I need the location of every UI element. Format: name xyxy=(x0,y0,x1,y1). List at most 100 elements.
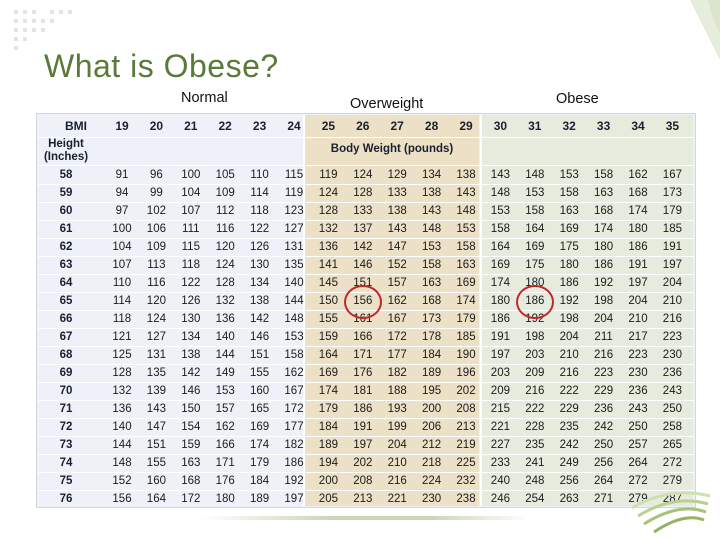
row-divider xyxy=(38,274,694,275)
weight-cell: 265 xyxy=(662,439,682,451)
weight-cell: 191 xyxy=(662,241,682,253)
weight-cell: 159 xyxy=(181,439,201,451)
weight-cell: 264 xyxy=(628,457,648,469)
dot xyxy=(14,28,18,32)
row-divider xyxy=(38,346,694,347)
weight-cell: 206 xyxy=(422,421,442,433)
weight-cell: 126 xyxy=(181,295,201,307)
weight-cell: 230 xyxy=(662,349,682,361)
dot xyxy=(32,19,36,23)
weight-cell: 189 xyxy=(422,367,442,379)
weight-cell: 203 xyxy=(490,367,510,379)
weight-cell: 185 xyxy=(456,331,476,343)
weight-cell: 176 xyxy=(353,367,373,379)
weight-cell: 172 xyxy=(387,331,407,343)
weight-cell: 138 xyxy=(250,295,270,307)
weight-cell: 204 xyxy=(594,313,614,325)
weight-cell: 158 xyxy=(559,187,579,199)
dot xyxy=(50,10,54,14)
weight-cell: 158 xyxy=(456,241,476,253)
weight-cell: 210 xyxy=(559,349,579,361)
weight-cell: 169 xyxy=(559,223,579,235)
weight-cell: 115 xyxy=(181,241,200,253)
weight-cell: 195 xyxy=(422,385,442,397)
weight-cell: 157 xyxy=(387,277,407,289)
weight-cell: 141 xyxy=(318,259,338,271)
weight-cell: 176 xyxy=(215,475,235,487)
dot xyxy=(59,10,63,14)
weight-cell: 157 xyxy=(215,403,235,415)
weight-cell: 136 xyxy=(318,241,338,253)
weight-cell: 179 xyxy=(456,313,476,325)
normal-label: Normal xyxy=(181,90,228,106)
weight-cell: 197 xyxy=(628,277,648,289)
dot xyxy=(41,19,45,23)
weight-cell: 114 xyxy=(112,295,132,307)
weight-cell: 149 xyxy=(215,367,235,379)
weight-cell: 185 xyxy=(662,223,682,235)
weight-cell: 168 xyxy=(628,187,648,199)
weight-cell: 128 xyxy=(112,367,132,379)
weight-cell: 197 xyxy=(284,493,304,505)
weight-cell: 107 xyxy=(112,259,132,271)
weight-cell: 204 xyxy=(387,439,407,451)
weight-cell: 131 xyxy=(146,349,166,361)
weight-cell: 138 xyxy=(456,169,476,181)
bmi-header-cell: 19 xyxy=(115,119,129,133)
weight-cell: 146 xyxy=(353,259,373,271)
bmi-header-cell: 27 xyxy=(390,119,404,133)
weight-cell: 227 xyxy=(490,439,510,451)
weight-cell: 192 xyxy=(284,475,304,487)
weight-cell: 200 xyxy=(318,475,338,487)
weight-cell: 132 xyxy=(112,385,132,397)
weight-cell: 120 xyxy=(215,241,235,253)
weight-cell: 137 xyxy=(353,223,373,235)
weight-cell: 160 xyxy=(250,385,270,397)
weight-cell: 248 xyxy=(525,475,545,487)
weight-cell: 94 xyxy=(115,187,129,199)
height-cell: 62 xyxy=(59,241,73,253)
bmi-header-cell: 26 xyxy=(356,119,370,133)
weight-cell: 135 xyxy=(146,367,166,379)
dot xyxy=(41,28,45,32)
weight-cell: 174 xyxy=(490,277,510,289)
weight-cell: 222 xyxy=(559,385,579,397)
weight-cell: 113 xyxy=(147,259,166,271)
weight-cell: 198 xyxy=(525,331,545,343)
weight-cell: 250 xyxy=(594,439,614,451)
weight-cell: 169 xyxy=(490,259,510,271)
weight-cell: 163 xyxy=(456,259,476,271)
weight-cell: 132 xyxy=(318,223,338,235)
weight-cell: 177 xyxy=(387,349,407,361)
weight-cell: 143 xyxy=(146,403,166,415)
weight-cell: 144 xyxy=(284,295,304,307)
body-weight-header: Body Weight (pounds) xyxy=(330,143,454,155)
weight-cell: 271 xyxy=(594,493,614,505)
height-header-label: Height (Inches) xyxy=(37,138,95,164)
weight-cell: 181 xyxy=(353,385,373,397)
weight-cell: 164 xyxy=(318,349,338,361)
weight-cell: 179 xyxy=(250,457,270,469)
weight-cell: 162 xyxy=(284,367,304,379)
bmi-header-cell: 29 xyxy=(459,119,473,133)
weight-cell: 153 xyxy=(215,385,235,397)
weight-cell: 116 xyxy=(216,223,235,235)
height-cell: 67 xyxy=(59,331,73,343)
weight-cell: 180 xyxy=(628,223,648,235)
height-cell: 69 xyxy=(59,367,73,379)
weight-cell: 219 xyxy=(456,439,476,451)
weight-cell: 127 xyxy=(284,223,304,235)
weight-cell: 148 xyxy=(525,169,545,181)
weight-cell: 162 xyxy=(215,421,235,433)
weight-cell: 235 xyxy=(525,439,545,451)
row-divider xyxy=(38,382,694,383)
weight-cell: 138 xyxy=(181,349,201,361)
height-cell: 65 xyxy=(59,295,73,307)
weight-cell: 124 xyxy=(318,187,338,199)
weight-cell: 173 xyxy=(662,187,682,199)
weight-cell: 153 xyxy=(456,223,476,235)
corner-leaf-decoration xyxy=(690,0,720,60)
weight-cell: 230 xyxy=(422,493,442,505)
weight-cell: 182 xyxy=(387,367,407,379)
weight-cell: 148 xyxy=(422,223,442,235)
